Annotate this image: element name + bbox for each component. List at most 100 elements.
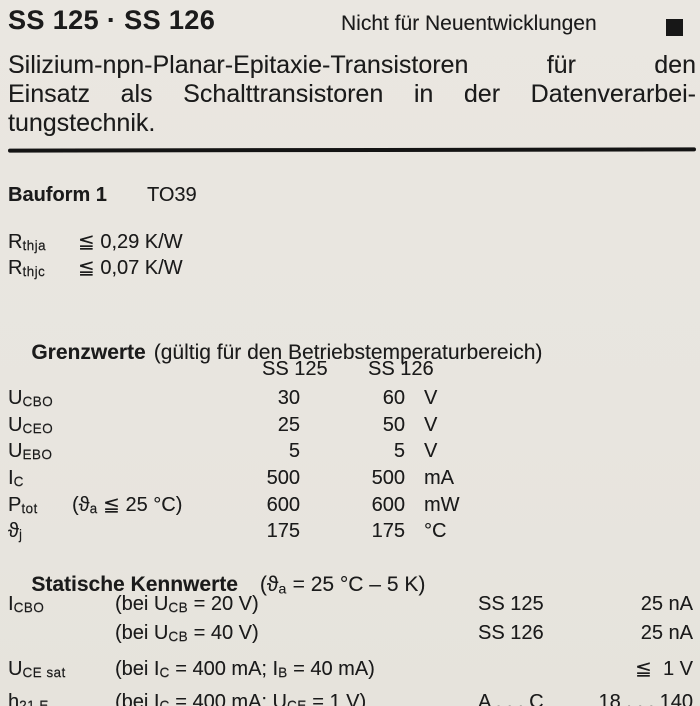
symbol-letter: U	[8, 387, 23, 409]
value-ss125: 175	[266, 520, 300, 543]
value-ss126: 500	[371, 467, 405, 490]
parameter-symbol: IC	[8, 467, 72, 494]
parameter-symbol: UEBO	[8, 440, 72, 467]
subscript: a	[278, 581, 287, 598]
symbol-letter: R	[8, 257, 23, 280]
symbol-letter: h	[8, 690, 20, 706]
subscript: CB	[168, 629, 189, 645]
text-segment: = 400 mA; I	[169, 658, 279, 681]
symbol-letter: ϑ	[8, 520, 19, 543]
limit-row: UCEO 25 50 V	[8, 414, 696, 441]
condition: (ϑa ≦ 25 °C)	[72, 494, 182, 516]
value-ss125: 600	[266, 493, 300, 516]
text-segment: (bei I	[115, 658, 160, 681]
symbol-letter: U	[8, 413, 23, 436]
limit-parameter: UCEO	[8, 414, 240, 441]
package-value: TO39	[147, 184, 197, 206]
thermal-value: ≦ 0,29 K/W	[78, 231, 183, 253]
symbol-subscript: j	[18, 527, 23, 543]
symbol-subscript: EBO	[22, 447, 53, 463]
text-segment: = 25 °C – 5 K)	[286, 573, 426, 596]
unit: mW	[424, 493, 460, 516]
symbol-letter: U	[8, 658, 23, 681]
parameter-symbol: UCE sat	[8, 657, 72, 685]
thermal-row: Rthjc ≦ 0,07 K/W	[8, 257, 183, 283]
limit-row: UCBO 30 60 V	[8, 387, 696, 414]
text-segment: (bei I	[115, 690, 160, 706]
static-parameter	[8, 621, 115, 649]
package-row: Bauform 1 TO39	[8, 184, 197, 207]
limits-heading: Grenzwerte (gültig für den Betriebstemper…	[8, 317, 542, 389]
static-characteristics-heading: Statische Kennwerte (ϑa = 25 °C – 5 K)	[8, 549, 425, 621]
static-parameter: UCE sat	[8, 657, 115, 685]
package-label: Bauform 1	[8, 184, 107, 206]
text-segment: (bei U	[115, 622, 169, 645]
column-header-ss126: SS 126	[368, 358, 434, 380]
value-ss126: 175	[371, 520, 405, 543]
limit-parameter: UEBO	[8, 440, 240, 467]
text-segment: = 40 V)	[188, 622, 259, 645]
horizontal-rule	[7, 147, 697, 153]
value-ss126: 600	[371, 493, 405, 516]
static-row: ICBO (bei UCB = 20 V) SS 125 25 nA	[8, 592, 693, 620]
description-paragraph: Silizium-npn-Planar-Epitaxie-Transistore…	[8, 51, 696, 138]
type-label: SS 125	[478, 593, 544, 615]
limit-parameter: Ptot (ϑa ≦ 25 °C)	[8, 494, 240, 521]
limits-table: UCBO 30 60 V UCEO 25 50 V UEBO 5 5 V IC 500 500 mA Ptot(…	[8, 387, 696, 547]
symbol-letter: I	[8, 593, 14, 615]
type-label	[478, 657, 582, 685]
subscript: CB	[168, 600, 189, 616]
value-ss125: 25	[277, 413, 300, 436]
symbol-letter: I	[8, 467, 14, 490]
static-parameter: h21 E	[8, 690, 115, 706]
unit: V	[424, 413, 438, 436]
symbol-letter: P	[8, 493, 22, 516]
discontinued-note: Nicht für Neuentwicklungen	[341, 12, 597, 35]
symbol-subscript: 21 E	[19, 697, 49, 706]
description-line: tungstechnik.	[8, 109, 156, 137]
symbol-letter: R	[8, 231, 23, 253]
thermal-list: Rthja ≦ 0,29 K/W Rthjc ≦ 0,07 K/W	[8, 231, 183, 283]
thermal-row: Rthja ≦ 0,29 K/W	[8, 231, 183, 257]
static-row: (bei UCB = 40 V) SS 126 25 nA	[8, 621, 693, 649]
symbol-subscript: thja	[22, 238, 47, 254]
limit-parameter: ϑj	[8, 520, 240, 547]
text-segment: = 40 mA)	[287, 658, 375, 681]
value: 25 nA	[640, 622, 693, 645]
subscript: CE	[286, 697, 307, 706]
value: ≦ 1 V	[635, 658, 693, 681]
limits-subtitle: (gültig für den Betriebstemperaturbereic…	[153, 341, 543, 364]
symbol-subscript: thjc	[22, 264, 46, 280]
parameter-symbol: h21 E	[8, 690, 72, 706]
parameter-symbol: UCBO	[8, 387, 72, 414]
value-ss126: 50	[382, 413, 405, 436]
subscript: C	[159, 697, 170, 706]
symbol-subscript: CEO	[22, 420, 54, 436]
limit-row: IC 500 500 mA	[8, 467, 696, 494]
text-segment: = 400 mA; U	[169, 690, 287, 706]
parameter-symbol: Rthja	[8, 231, 78, 257]
type-label: SS 126	[478, 622, 544, 645]
subscript: a	[89, 500, 98, 516]
text-segment: (bei U	[115, 593, 169, 615]
text-segment: = 1 V)	[306, 690, 367, 706]
condition: (bei IC = 400 mA; UCE = 1 V)	[115, 690, 478, 706]
value-ss126: 60	[382, 387, 405, 409]
static-characteristics-condition: (ϑa = 25 °C – 5 K)	[260, 573, 426, 598]
type-label: A . . . C	[478, 690, 544, 706]
value-ss126: 5	[393, 440, 405, 463]
parameter-symbol: ICBO	[8, 592, 72, 620]
limit-parameter: IC	[8, 467, 240, 494]
value-ss125: 30	[277, 387, 300, 409]
parameter-symbol: ϑj	[8, 520, 72, 547]
parameter-symbol: UCEO	[8, 414, 72, 441]
filled-square-icon	[666, 19, 683, 36]
static-row: h21 E (bei IC = 400 mA; UCE = 1 V) A . . .…	[8, 690, 693, 706]
unit: mA	[424, 467, 454, 490]
text-segment: (ϑ	[72, 493, 90, 516]
description-line: Silizium-npn-Planar-Epitaxie-Transistore…	[8, 51, 696, 79]
static-characteristics-title: Statische Kennwerte	[31, 573, 238, 596]
thermal-value: ≦ 0,07 K/W	[78, 257, 183, 280]
condition: (bei UCB = 20 V)	[115, 592, 478, 620]
